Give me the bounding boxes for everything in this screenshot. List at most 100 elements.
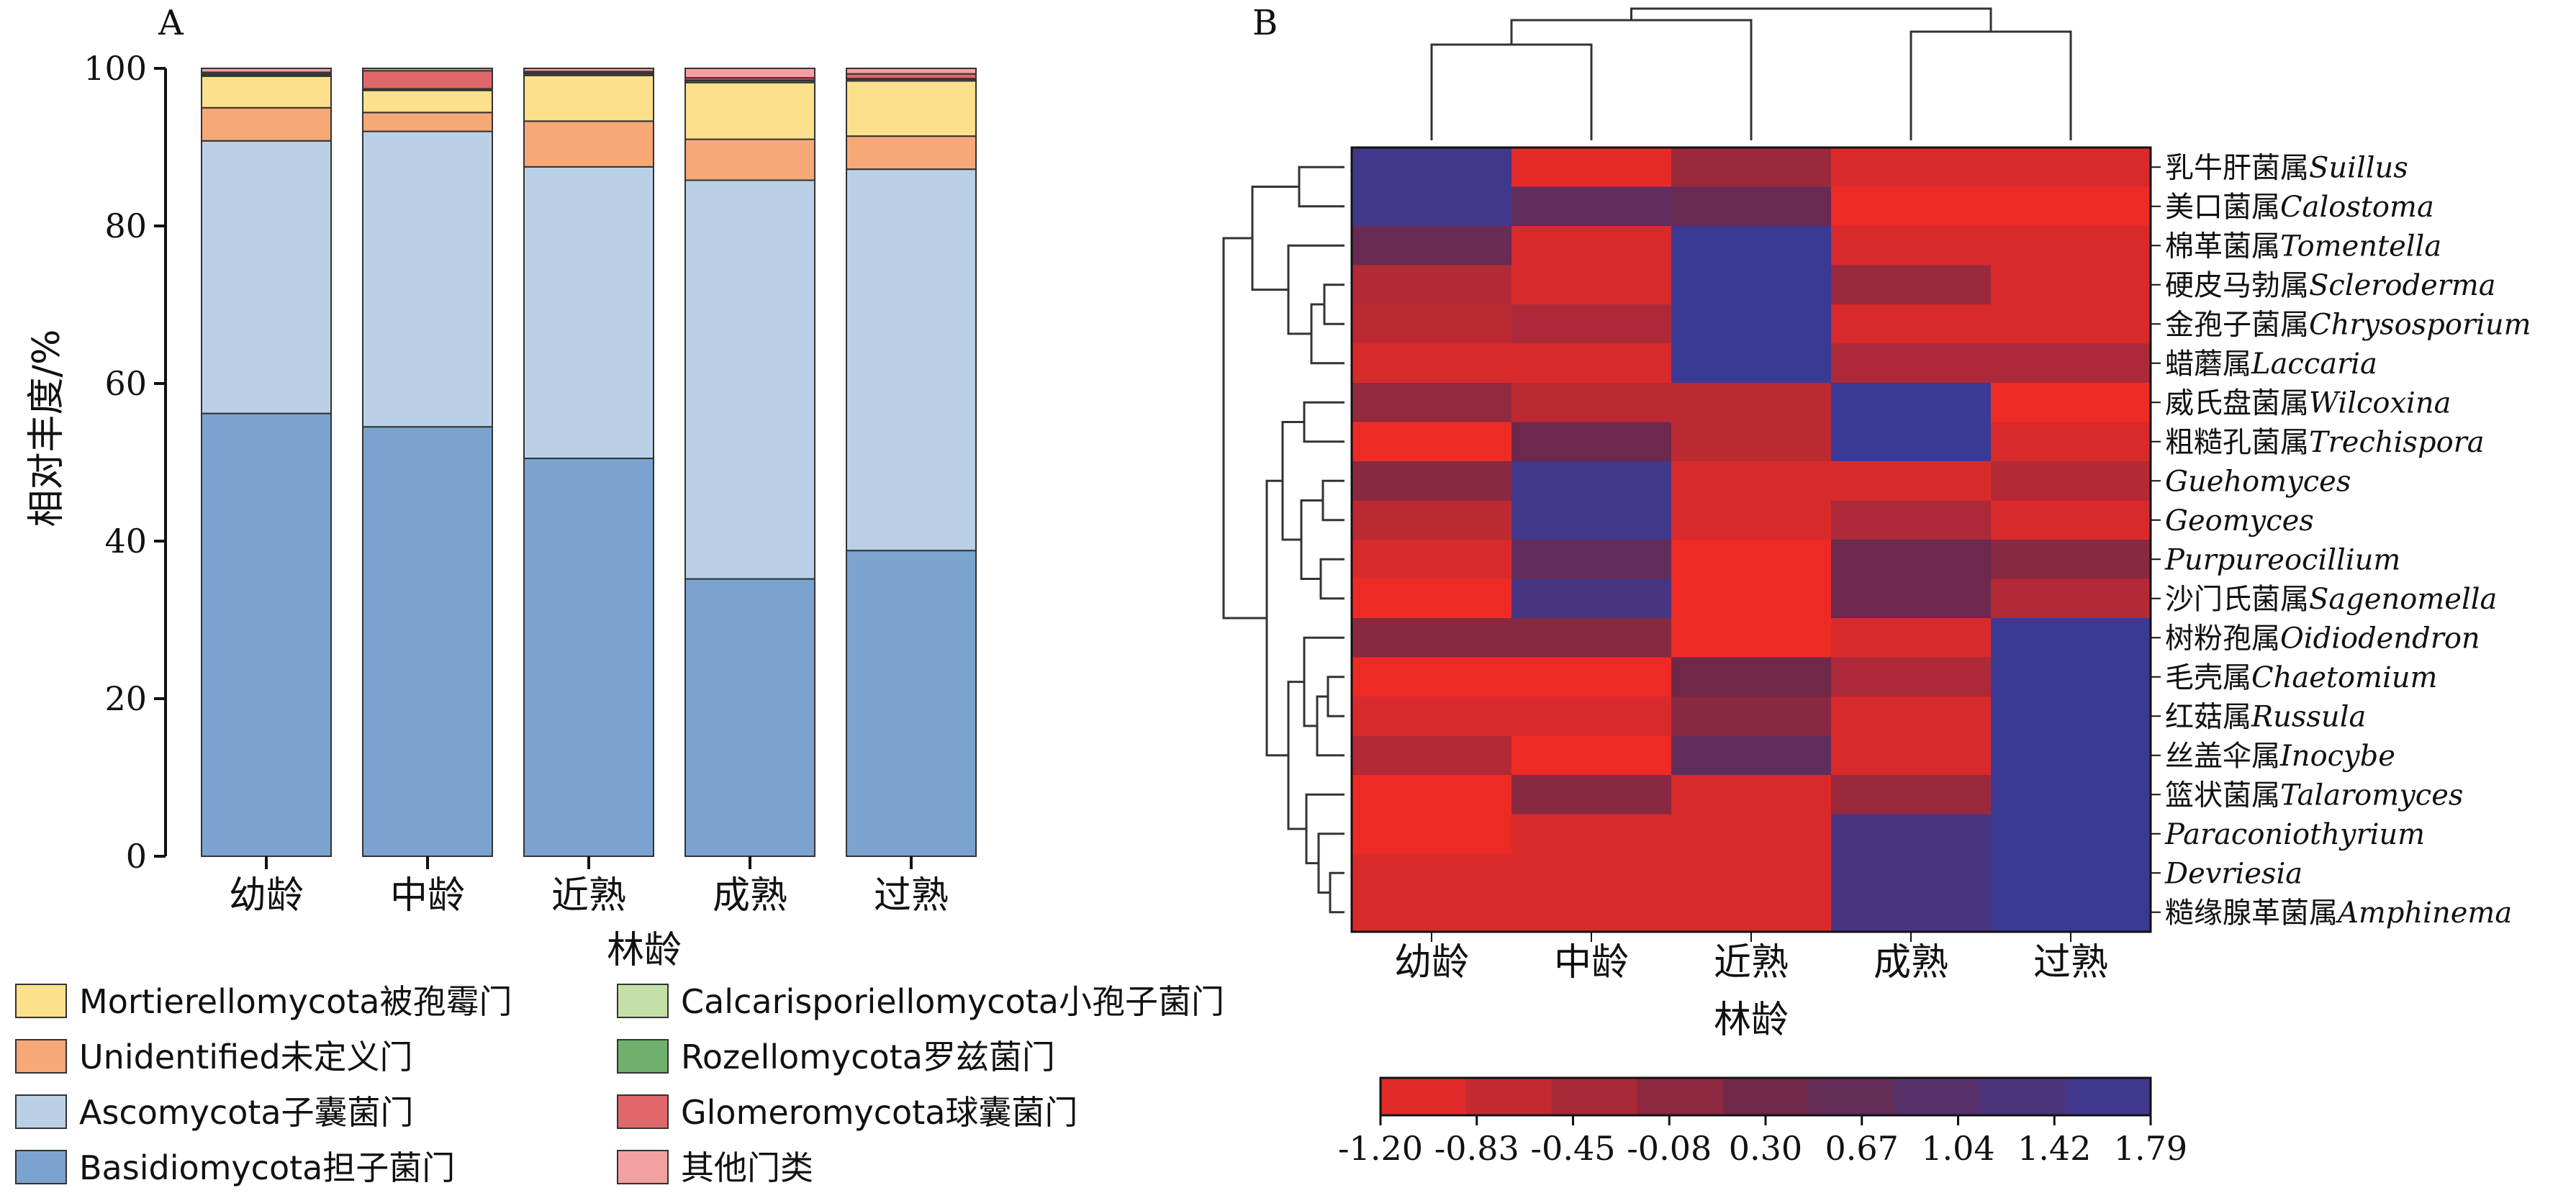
heatmap-row-label: 篮状菌属Talaromyces bbox=[2165, 779, 2463, 812]
heatmap-cell-wilcoxina-1 bbox=[1352, 383, 1512, 423]
legend-swatch bbox=[15, 984, 67, 1018]
heatmap-cell-laccaria-5 bbox=[1991, 343, 2151, 384]
heatmap-cell-paraconiothyrium-2 bbox=[1511, 814, 1672, 854]
x-category-label: 成熟 bbox=[713, 874, 787, 917]
bar-segment-basidiomycota-2 bbox=[362, 426, 493, 857]
legend-label: Ascomycota子囊菌门 bbox=[79, 1093, 414, 1132]
heatmap-row-label: Devriesia bbox=[2164, 857, 2302, 890]
bar-segment-ascomycota-3 bbox=[523, 165, 654, 460]
heatmap-cell-geomyces-5 bbox=[1991, 500, 2151, 540]
heatmap-cell-inocybe-3 bbox=[1671, 735, 1832, 776]
heatmap-cell-calostoma-2 bbox=[1511, 186, 1672, 227]
row-label-latin: Amphinema bbox=[2335, 897, 2512, 930]
bar-segment-item-2 bbox=[362, 68, 493, 72]
color-scale-tick-label: -0.08 bbox=[1627, 1129, 1712, 1168]
heatmap-row-labels: 乳牛肝菌属Suillus 美口菌属Calostoma 棉革菌属Tomentella 硬… bbox=[2151, 151, 2531, 930]
legend-label: Glomeromycota球囊菌门 bbox=[681, 1093, 1077, 1132]
row-label-latin: Wilcoxina bbox=[2309, 386, 2451, 419]
heatmap-cell-amphinema-2 bbox=[1511, 892, 1672, 933]
row-label-chinese: 蜡蘑属 bbox=[2165, 348, 2251, 381]
heatmap-row-label: Guehomyces bbox=[2165, 465, 2351, 498]
heatmap-row-label: 丝盖伞属Inocybe bbox=[2165, 740, 2395, 773]
y-tick-label: 100 bbox=[83, 49, 147, 88]
legend-swatch bbox=[617, 1150, 669, 1184]
y-tick-label: 0 bbox=[126, 837, 147, 876]
row-label-latin: Tomentella bbox=[2280, 230, 2441, 263]
heatmap-row-label: 硬皮马勃属Scleroderma bbox=[2165, 269, 2496, 302]
heatmap-row-label: 沙门氏菌属Sagenomella bbox=[2165, 583, 2497, 616]
x-category-label: 近熟 bbox=[551, 874, 626, 917]
row-dendrogram-branch bbox=[1321, 479, 1345, 522]
heatmap-cell-purpureocillium-4 bbox=[1831, 540, 1992, 580]
bar-segment-ascomycota-1 bbox=[201, 140, 332, 414]
heatmap-cell-tomentella-4 bbox=[1831, 226, 1992, 266]
column-dendrogram-branch bbox=[1910, 30, 2072, 140]
heatmap-cell-trechispora-4 bbox=[1831, 422, 1992, 462]
heatmap-cell-wilcoxina-5 bbox=[1991, 383, 2151, 423]
color-scale-step bbox=[1465, 1078, 1553, 1115]
heatmap-cell-russula-1 bbox=[1352, 697, 1512, 737]
row-label-latin: Devriesia bbox=[2164, 857, 2302, 890]
heatmap-cell-devriesia-4 bbox=[1831, 853, 1992, 894]
legend-swatch bbox=[617, 1094, 669, 1129]
row-label-latin: Paraconiothyrium bbox=[2164, 818, 2425, 851]
bar-segment-item-5 bbox=[846, 68, 977, 75]
panel-a-x-axis-title: 林龄 bbox=[607, 929, 682, 972]
heatmap-row-label: 乳牛肝菌属Suillus bbox=[2165, 151, 2408, 184]
color-scale-tick-label: 1.04 bbox=[1921, 1129, 1994, 1168]
heatmap-cell-inocybe-5 bbox=[1991, 735, 2151, 776]
heatmap-column-label: 过熟 bbox=[2033, 941, 2108, 984]
heatmap-cell-geomyces-1 bbox=[1352, 500, 1512, 540]
heatmap-cell-laccaria-4 bbox=[1831, 343, 1992, 384]
heatmap-cell-inocybe-2 bbox=[1511, 735, 1672, 776]
row-label-latin: Chrysosporium bbox=[2309, 308, 2531, 341]
row-label-latin: Trechispora bbox=[2309, 426, 2485, 459]
color-scale-tick-label: 0.67 bbox=[1825, 1129, 1899, 1168]
heatmap-cell-geomyces-3 bbox=[1671, 500, 1832, 540]
row-label-chinese: 硬皮马勃属 bbox=[2165, 269, 2309, 302]
heatmap-cell-purpureocillium-1 bbox=[1352, 540, 1512, 580]
heatmap-cell-sagenomella-3 bbox=[1671, 579, 1832, 619]
row-label-chinese: 红菇属 bbox=[2165, 700, 2251, 733]
heatmap-cell-wilcoxina-2 bbox=[1511, 383, 1672, 423]
row-label-latin: Russula bbox=[2251, 700, 2366, 733]
row-dendrogram-branch bbox=[1298, 165, 1345, 208]
x-category-label: 幼龄 bbox=[229, 874, 304, 917]
heatmap-cell-chrysosporium-4 bbox=[1831, 304, 1992, 345]
heatmap-cell-devriesia-3 bbox=[1671, 853, 1832, 894]
panel-a-y-axis-title: 相对丰度/% bbox=[25, 330, 68, 527]
heatmap-cell-calostoma-3 bbox=[1671, 186, 1832, 227]
row-label-latin: Talaromyces bbox=[2280, 779, 2463, 812]
heatmap-cell-oidiodendron-2 bbox=[1511, 618, 1672, 658]
heatmap-column-label: 中龄 bbox=[1554, 941, 1629, 984]
row-dendrogram-branch bbox=[1303, 401, 1345, 443]
heatmap-cell-trechispora-3 bbox=[1671, 422, 1832, 462]
heatmap-cell-sagenomella-2 bbox=[1511, 579, 1672, 619]
heatmap-row-label: 美口菌属Calostoma bbox=[2165, 191, 2434, 224]
heatmap-cell-chaetomium-3 bbox=[1671, 657, 1832, 697]
heatmap-cell-sagenomella-5 bbox=[1991, 579, 2151, 619]
heatmap-cell-scleroderma-5 bbox=[1991, 265, 2151, 305]
bar-segment-basidiomycota-3 bbox=[523, 458, 654, 857]
row-dendrogram-branch bbox=[1323, 283, 1345, 325]
heatmap-cell-chaetomium-4 bbox=[1831, 657, 1992, 697]
color-scale-step bbox=[1380, 1078, 1467, 1115]
row-dendrogram-branch bbox=[1329, 871, 1345, 914]
color-scale-step bbox=[1637, 1078, 1724, 1115]
heatmap-row-label: 棉革菌属Tomentella bbox=[2165, 230, 2441, 263]
heatmap-cell-tomentella-2 bbox=[1511, 226, 1672, 266]
row-dendrogram-branch bbox=[1303, 636, 1345, 727]
heatmap-cell-laccaria-2 bbox=[1511, 343, 1672, 384]
row-label-latin: Sagenomella bbox=[2309, 583, 2497, 616]
heatmap-cell-guehomyces-1 bbox=[1352, 461, 1512, 502]
x-category-label: 中龄 bbox=[390, 874, 465, 917]
color-scale-step bbox=[1551, 1078, 1638, 1115]
heatmap-cell-sagenomella-1 bbox=[1352, 579, 1512, 619]
heatmap-cell-scleroderma-1 bbox=[1352, 265, 1512, 305]
heatmap-row-label: Paraconiothyrium bbox=[2164, 818, 2425, 851]
color-scale-bar: -1.20 -0.83 -0.45 -0.08 0.30 0.67 1.04 1.42 1.79 bbox=[1338, 1076, 2187, 1168]
column-dendrogram bbox=[1430, 7, 2072, 140]
bar-segment-unidentified-3 bbox=[523, 120, 654, 168]
heatmap-cell-talaromyces-4 bbox=[1831, 775, 1992, 815]
color-scale-tick-label: -0.45 bbox=[1531, 1129, 1616, 1168]
